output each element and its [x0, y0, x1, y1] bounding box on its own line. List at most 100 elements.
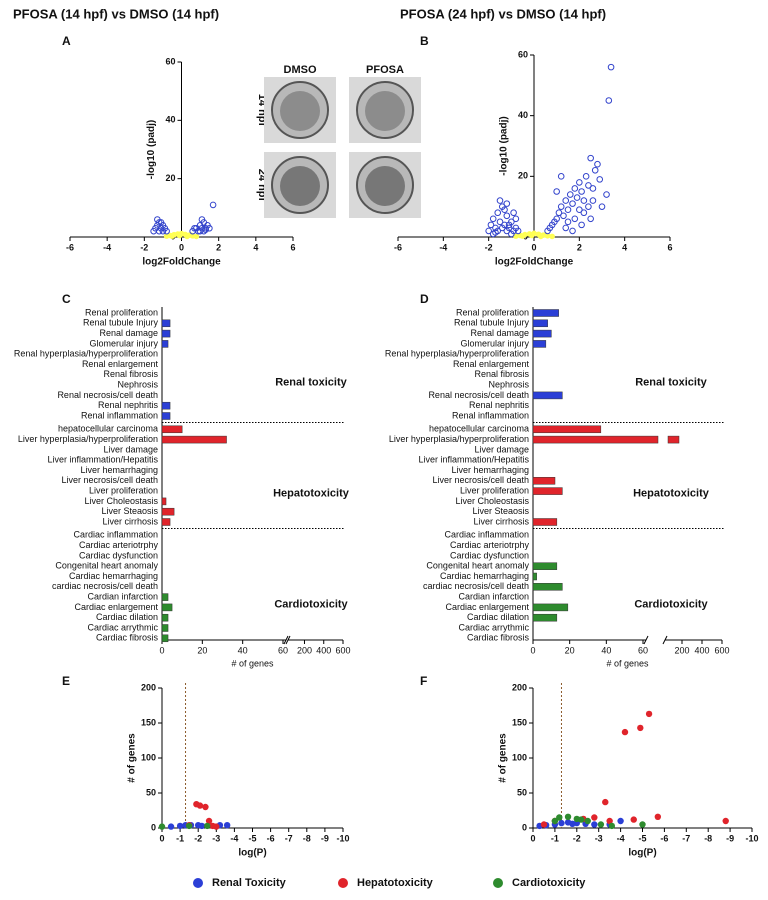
x-axis-label: # of genes — [231, 658, 274, 668]
x-tick-label: -1 — [551, 833, 559, 843]
y-tick-label: 150 — [512, 717, 527, 727]
bar — [532, 309, 559, 317]
y-tick-label: 200 — [512, 682, 527, 692]
x-axis-label: log2FoldChange — [495, 257, 574, 268]
point — [514, 227, 522, 235]
panel-label: E — [62, 674, 70, 688]
point — [566, 191, 574, 198]
y-axis-label: # of genes — [127, 733, 138, 783]
x-tick-label: 400 — [694, 645, 709, 655]
category-label: Nephrosis — [117, 379, 158, 389]
y-tick-label: 60 — [165, 56, 175, 66]
point — [176, 232, 183, 239]
bar — [532, 329, 552, 338]
point — [510, 209, 517, 217]
category-label: Renal enlargement — [82, 359, 159, 369]
point — [560, 212, 567, 220]
category-label: Cardian infarction — [87, 591, 158, 601]
point — [196, 802, 204, 809]
bar — [532, 613, 558, 622]
point — [503, 200, 511, 207]
point — [555, 209, 563, 217]
category-label: Cardiac arteriotrphy — [450, 540, 530, 550]
bar — [161, 497, 167, 506]
x-tick-label: 6 — [290, 242, 295, 252]
category-label: Liver hemarrhaging — [451, 465, 529, 475]
point — [573, 194, 581, 201]
point — [564, 218, 572, 226]
x-tick-label: 40 — [238, 645, 248, 655]
x-tick-label: -2 — [140, 242, 148, 252]
x-tick-label: -6 — [394, 242, 402, 252]
point — [571, 185, 579, 192]
point — [607, 63, 615, 71]
category-label: Renal hyperplasia/hyperproliferation — [14, 349, 158, 359]
point — [637, 724, 644, 732]
x-axis-label: log2FoldChange — [142, 257, 221, 268]
bar — [161, 613, 169, 622]
point — [494, 209, 502, 217]
point — [587, 154, 594, 162]
point — [596, 176, 604, 183]
x-tick-label: 0 — [530, 645, 535, 655]
embryo — [365, 166, 405, 206]
group-label: Renal toxicity — [275, 376, 347, 388]
bar — [532, 518, 558, 526]
category-label: Cardiac inflammation — [444, 530, 529, 540]
category-label: Liver hyperplasia/hyperproliferation — [389, 434, 529, 444]
panel-label: B — [420, 34, 429, 48]
x-tick-label: 0 — [530, 833, 535, 843]
point — [540, 821, 548, 828]
x-tick-label: -8 — [303, 833, 311, 843]
y-tick-label: 100 — [141, 752, 156, 762]
point — [213, 823, 220, 830]
point — [577, 816, 585, 823]
x-tick-label: 20 — [197, 645, 207, 655]
category-label: Renal inflammation — [452, 410, 529, 420]
point — [198, 216, 206, 223]
y-tick-label: 40 — [165, 115, 175, 125]
point — [557, 203, 565, 210]
x-tick-label: 0 — [179, 242, 184, 252]
y-tick-label: 20 — [518, 171, 528, 181]
x-tick-label: 200 — [674, 645, 689, 655]
point — [722, 817, 729, 825]
category-label: Liver cirrhosis — [102, 516, 158, 526]
point — [589, 197, 597, 204]
x-tick-label: -7 — [682, 833, 690, 843]
point — [587, 215, 594, 223]
category-label: Cardiac dysfunction — [450, 550, 529, 560]
category-label: Renal tubule Injury — [454, 318, 530, 328]
point — [564, 813, 572, 820]
point — [585, 182, 592, 189]
x-tick-label: -10 — [336, 833, 349, 843]
y-tick-label: 150 — [141, 717, 156, 727]
legend-marker — [193, 878, 203, 888]
group-label: Cardiotoxicity — [634, 599, 708, 611]
y-tick-label: 50 — [146, 787, 156, 797]
point — [576, 179, 583, 186]
x-tick-label: 4 — [253, 242, 258, 252]
category-label: Glomerular injury — [89, 338, 158, 348]
axis-break — [662, 635, 668, 645]
point — [200, 227, 208, 235]
category-label: Cardiac arrythmic — [458, 622, 529, 632]
bar — [161, 603, 173, 612]
y-tick-label: 40 — [518, 110, 528, 120]
point — [503, 212, 511, 220]
x-tick-label: 40 — [601, 645, 611, 655]
category-label: Liver hemarrhaging — [80, 465, 158, 475]
point — [223, 822, 231, 829]
point — [209, 201, 217, 209]
category-label: Renal tubule Injury — [83, 318, 159, 328]
category-label: Renal nephritis — [469, 400, 530, 410]
bar — [532, 572, 537, 581]
bar — [161, 435, 227, 444]
point — [562, 197, 570, 204]
category-label: Renal proliferation — [456, 307, 529, 317]
point — [489, 215, 497, 223]
category-label: Renal fibrosis — [474, 369, 529, 379]
point — [578, 188, 585, 195]
point — [621, 728, 629, 736]
category-label: Liver necrosis/cell death — [61, 475, 158, 485]
